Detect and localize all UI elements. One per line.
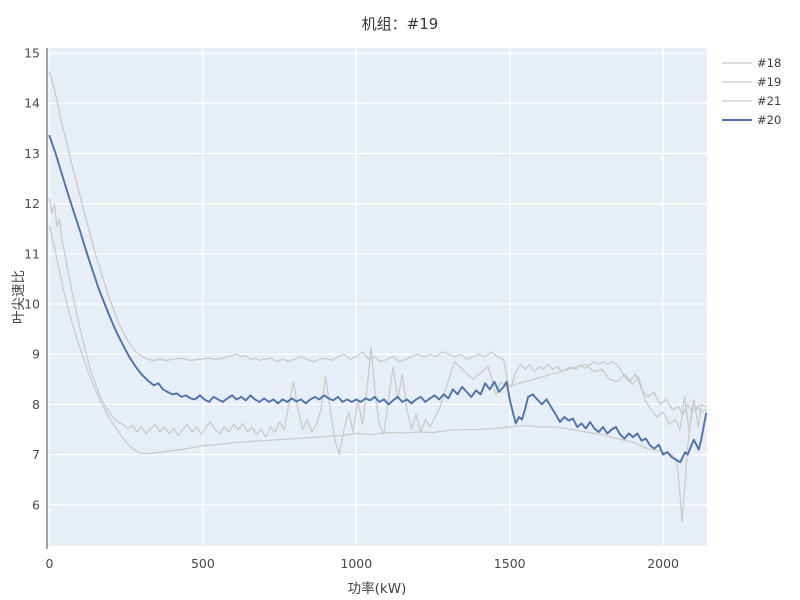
x-tick-label: 1500 bbox=[494, 556, 526, 571]
y-tick-label: 15 bbox=[24, 46, 40, 61]
y-tick-label: 11 bbox=[24, 246, 40, 261]
series-line-19 bbox=[48, 197, 707, 456]
y-tick-label: 9 bbox=[32, 347, 40, 362]
x-tick-label: 500 bbox=[191, 556, 215, 571]
legend-label-19: #19 bbox=[757, 75, 781, 89]
series-line-21 bbox=[48, 225, 700, 523]
chart-title: 机组：#19 bbox=[361, 15, 439, 33]
series-line-20 bbox=[48, 134, 708, 464]
series-line-18 bbox=[48, 71, 707, 416]
plot-background bbox=[47, 48, 707, 546]
y-tick-label: 12 bbox=[24, 196, 40, 211]
y-tick-label: 8 bbox=[32, 397, 40, 412]
y-tick-label: 10 bbox=[24, 297, 40, 312]
y-tick-label: 6 bbox=[32, 497, 40, 512]
legend-label-20: #20 bbox=[757, 113, 781, 127]
x-tick-label: 2000 bbox=[647, 556, 679, 571]
y-tick-label: 14 bbox=[24, 96, 40, 111]
x-tick-label: 1000 bbox=[340, 556, 372, 571]
legend-label-21: #21 bbox=[757, 94, 781, 108]
legend-label-18: #18 bbox=[757, 56, 781, 70]
y-tick-label: 7 bbox=[32, 447, 40, 462]
x-axis-label: 功率(kW) bbox=[347, 581, 407, 597]
y-tick-label: 13 bbox=[24, 146, 40, 161]
x-tick-label: 0 bbox=[45, 556, 53, 571]
